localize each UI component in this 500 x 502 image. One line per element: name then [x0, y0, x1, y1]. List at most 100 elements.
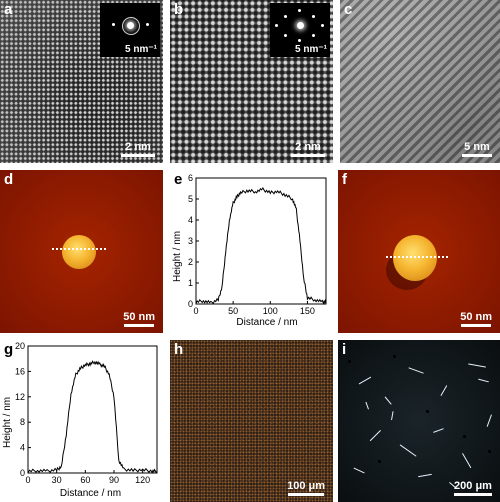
crystal-whisker	[478, 378, 489, 383]
x-axis-label-g: Distance / nm	[59, 488, 122, 499]
fft-inset-a: 5 nm⁻¹	[100, 3, 160, 57]
surface-pit	[393, 355, 396, 358]
x-tick-label: 0	[193, 306, 198, 316]
x-tick-label: 30	[52, 475, 62, 485]
panel-e-height-profile: 0 50 100 150 0 1 2 3 4 5 6 e Height / nm Distance …	[170, 170, 333, 333]
scale-bar-b-label: 2 nm	[295, 141, 321, 153]
fft-spot	[112, 23, 115, 26]
y-tick-label: 2	[188, 257, 193, 267]
fft-spot	[275, 24, 278, 27]
y-tick-label: 4	[20, 443, 25, 453]
y-tick-label: 0	[20, 468, 25, 478]
panel-label-i: i	[342, 341, 347, 358]
crystal-whisker	[486, 414, 493, 428]
scale-bar-a-line	[121, 154, 155, 157]
scale-bar-i-label: 200 μm	[454, 480, 492, 492]
surface-pit	[426, 410, 429, 413]
fft-center-spot	[297, 22, 304, 29]
fft-spot	[312, 15, 315, 18]
scale-bar-h-label: 100 μm	[287, 480, 325, 492]
y-tick-label: 0	[188, 299, 193, 309]
scale-bar-c-label: 5 nm	[464, 141, 490, 153]
x-tick-label: 0	[25, 475, 30, 485]
y-axis-label-g: Height / nm	[2, 396, 13, 448]
fft-scale-label-b: 5 nm⁻¹	[295, 44, 327, 55]
crystal-whisker	[384, 396, 392, 405]
plot-e-canvas: 0 50 100 150 0 1 2 3 4 5 6	[188, 173, 327, 316]
panel-label-h: h	[174, 341, 184, 358]
fft-spot	[284, 34, 287, 37]
scale-bar-d: 50 nm	[123, 311, 155, 327]
panel-label-g: g	[4, 341, 14, 358]
x-tick-label: 50	[228, 306, 238, 316]
scale-bar-i: 200 μm	[454, 480, 492, 496]
panel-label-b: b	[174, 1, 184, 18]
fft-spot	[284, 15, 287, 18]
scale-bar-f-label: 50 nm	[460, 311, 492, 323]
afm-particle	[62, 235, 96, 269]
panel-label-d: d	[4, 171, 14, 188]
crystal-whisker	[364, 401, 370, 410]
height-profile-line	[27, 360, 158, 474]
panel-c-tem-fringes: c 5 nm	[340, 0, 500, 163]
x-tick-label: 100	[263, 306, 278, 316]
y-tick-label: 16	[15, 366, 25, 376]
crystal-whisker	[440, 385, 448, 397]
scale-bar-f-line	[461, 324, 492, 327]
scale-bar-b-line	[291, 154, 325, 157]
y-tick-label: 12	[15, 392, 25, 402]
panel-a-tem-lattice: a 5 nm⁻¹ 2 nm	[0, 0, 163, 163]
panel-f-afm-image: f 50 nm	[338, 170, 500, 333]
panel-label-a: a	[4, 1, 13, 18]
y-tick-label: 6	[188, 173, 193, 183]
panel-g-height-profile: 0 30 60 90 120 0 4 8 12 16 20 g Height / nm Distan…	[0, 340, 163, 502]
panel-label-f: f	[342, 171, 347, 188]
crystal-whisker	[461, 452, 472, 469]
fft-center-spot	[127, 22, 134, 29]
scale-bar-h-line	[288, 493, 325, 496]
scale-bar-i-line	[454, 493, 492, 496]
fft-spot	[312, 34, 315, 37]
scale-bar-a: 2 nm	[121, 141, 155, 157]
plot-g-canvas: 0 30 60 90 120 0 4 8 12 16 20	[15, 341, 158, 485]
scale-bar-b: 2 nm	[291, 141, 325, 157]
fft-spot	[298, 39, 301, 42]
crystal-whisker	[433, 428, 444, 434]
y-tick-label: 20	[15, 341, 25, 351]
y-tick-label: 4	[188, 215, 193, 225]
scale-bar-f: 50 nm	[460, 311, 492, 327]
crystal-whisker	[417, 473, 433, 478]
y-tick-label: 3	[188, 236, 193, 246]
plot-frame	[27, 345, 158, 474]
panel-label-e: e	[174, 171, 183, 188]
crystal-whisker	[369, 429, 382, 442]
y-axis-label-e: Height / nm	[172, 230, 183, 282]
y-tick-label: 1	[188, 278, 193, 288]
fft-spot	[321, 24, 324, 27]
surface-pit	[378, 460, 381, 463]
scale-bar-a-label: 2 nm	[125, 141, 151, 153]
x-tick-label: 90	[109, 475, 119, 485]
scale-bar-d-line	[124, 324, 155, 327]
surface-pit	[463, 435, 466, 438]
scale-bar-c: 5 nm	[462, 141, 492, 157]
plot-frame	[195, 177, 327, 305]
scale-bar-c-line	[462, 154, 492, 157]
panel-d-afm-image: d 50 nm	[0, 170, 163, 333]
afm-profile-line	[386, 256, 448, 258]
scale-bar-h: 100 μm	[287, 480, 325, 496]
afm-particle	[393, 235, 437, 281]
y-tick-label: 5	[188, 194, 193, 204]
x-tick-label: 60	[80, 475, 90, 485]
crystal-whisker	[391, 411, 394, 421]
crystal-whisker	[358, 376, 372, 385]
crystal-whisker	[353, 467, 365, 474]
afm-profile-line	[52, 248, 106, 250]
fft-spot	[298, 9, 301, 12]
fft-ring	[122, 17, 140, 35]
x-tick-label: 150	[300, 306, 315, 316]
fft-spot	[146, 23, 149, 26]
fft-scale-label-a: 5 nm⁻¹	[125, 44, 157, 55]
surface-pit	[348, 360, 351, 363]
x-axis-label-e: Distance / nm	[236, 317, 298, 328]
